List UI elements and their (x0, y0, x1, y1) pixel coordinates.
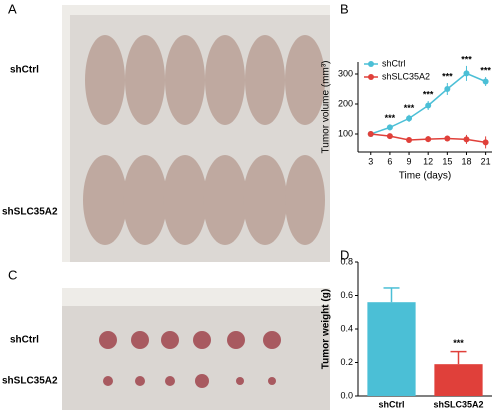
point (444, 135, 451, 142)
x-tick-label: 3 (368, 156, 373, 166)
x-tick-label: shSLC35A2 (433, 399, 483, 409)
point (386, 133, 393, 140)
point (444, 86, 451, 92)
point (406, 137, 413, 143)
legend-label: shSLC35A2 (382, 71, 430, 81)
legend-marker (368, 61, 374, 67)
bar (367, 302, 416, 396)
significance: *** (453, 338, 464, 348)
y-tick-label: 100 (338, 128, 353, 138)
y-tick-label: 300 (338, 68, 353, 78)
point (482, 139, 489, 146)
group-label: shSLC35A2 (2, 207, 58, 218)
y-tick-label: 0.0 (340, 390, 353, 400)
panel-label: B (340, 1, 349, 16)
y-tick-label: 0.2 (340, 357, 353, 367)
point (463, 70, 470, 77)
x-tick-label: 9 (407, 156, 412, 166)
y-tick-label: 0.6 (340, 290, 353, 300)
significance: *** (442, 71, 453, 81)
photo-tumors (62, 288, 330, 410)
x-tick-label: 15 (442, 156, 452, 166)
significance: *** (423, 89, 434, 99)
legend-label: shCtrl (382, 58, 406, 68)
photo-mice (62, 5, 330, 262)
legend-marker (368, 74, 374, 80)
point (463, 136, 470, 143)
point (425, 136, 432, 143)
panel-label: D (340, 247, 349, 262)
bar (434, 364, 483, 396)
y-tick-label: 0.4 (340, 323, 353, 333)
point (367, 131, 374, 137)
x-tick-label: 21 (481, 156, 491, 166)
point (425, 102, 432, 109)
x-tick-label: 18 (461, 156, 471, 166)
y-tick-label: 0.8 (340, 256, 353, 266)
group-label: shCtrl (10, 335, 39, 346)
group-label: shCtrl (10, 65, 39, 76)
x-tick-label: shCtrl (378, 399, 404, 409)
point (406, 115, 413, 122)
y-axis-label: Tumor weight (g) (321, 289, 332, 369)
y-tick-label: 200 (338, 98, 353, 108)
point (386, 124, 393, 131)
x-tick-label: 6 (387, 156, 392, 166)
significance: *** (461, 54, 472, 64)
point (482, 78, 489, 85)
significance: *** (385, 113, 396, 123)
significance: *** (480, 65, 491, 75)
x-tick-label: 12 (423, 156, 433, 166)
y-axis-label: Tumor volume (mm³) (321, 61, 332, 154)
x-axis-label: Time (days) (399, 171, 451, 182)
significance: *** (404, 103, 415, 113)
group-label: shSLC35A2 (2, 376, 58, 387)
panel-label: C (8, 267, 17, 282)
panel-label: A (8, 1, 17, 16)
